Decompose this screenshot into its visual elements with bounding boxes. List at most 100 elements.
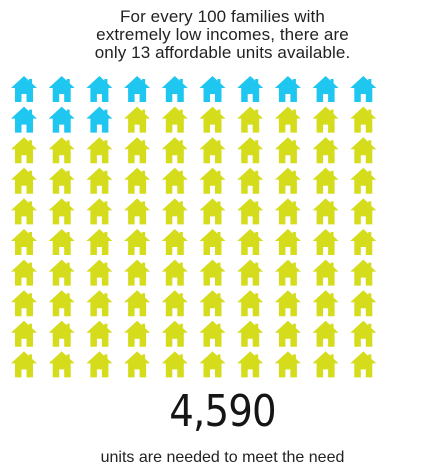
house-icon [161, 290, 188, 317]
house-icon [48, 259, 75, 286]
house-icon [350, 229, 377, 255]
house-pictogram [11, 76, 377, 378]
house-icon [237, 259, 264, 286]
house-icon [48, 290, 75, 317]
house-icon [86, 76, 113, 102]
house-icon [312, 167, 339, 194]
house-icon [350, 198, 377, 225]
house-icon [274, 351, 301, 378]
house-icon [86, 351, 113, 378]
headline-line-2: extremely low incomes, there are [96, 25, 349, 44]
house-icon [312, 320, 339, 347]
house-icon [199, 198, 226, 225]
house-icon [312, 290, 339, 317]
house-icon [274, 320, 301, 347]
headline-line-3: only 13 affordable units available. [94, 43, 351, 62]
house-icon [237, 320, 264, 347]
house-icon [274, 259, 301, 286]
house-icon [312, 198, 339, 225]
house-icon [312, 76, 339, 102]
house-icon [124, 229, 151, 255]
house-icon [312, 106, 339, 133]
house-icon [237, 198, 264, 225]
house-icon [11, 290, 37, 317]
house-icon [161, 320, 188, 347]
house-icon [86, 198, 113, 225]
house-icon [274, 137, 301, 164]
house-icon [124, 198, 151, 225]
house-icon [48, 320, 75, 347]
house-icon [199, 167, 226, 194]
house-icon [274, 229, 301, 255]
house-icon [48, 198, 75, 225]
units-needed-number: 4,590 [169, 386, 276, 437]
house-icon [199, 320, 226, 347]
house-icon [237, 167, 264, 194]
house-icon [124, 259, 151, 286]
house-icon [350, 76, 377, 102]
house-icon [350, 290, 377, 317]
house-icon [11, 198, 37, 225]
house-icon [237, 76, 264, 102]
headline-line-1: For every 100 families with [120, 7, 325, 26]
house-icon [11, 351, 37, 378]
house-icon [199, 229, 226, 255]
house-icon [199, 351, 226, 378]
house-icon [350, 106, 377, 133]
house-icon [161, 198, 188, 225]
house-icon [11, 320, 37, 347]
house-icon [350, 351, 377, 378]
house-icon [312, 351, 339, 378]
house-icon [161, 229, 188, 255]
house-icon [199, 259, 226, 286]
house-icon [124, 137, 151, 164]
house-icon [199, 106, 226, 133]
house-icon [350, 320, 377, 347]
house-icon [48, 106, 75, 133]
house-icon [11, 167, 37, 194]
house-icon [124, 76, 151, 102]
house-icon [86, 320, 113, 347]
house-icon [11, 259, 37, 286]
house-icon [161, 137, 188, 164]
house-icon [48, 76, 75, 102]
house-icon [86, 167, 113, 194]
house-icon [199, 290, 226, 317]
house-icon [161, 351, 188, 378]
house-icon [274, 76, 301, 102]
house-icon [161, 167, 188, 194]
house-icon [86, 290, 113, 317]
house-icon [86, 259, 113, 286]
house-icon [237, 229, 264, 255]
house-icon [11, 229, 37, 255]
house-icon [274, 198, 301, 225]
house-icon [48, 167, 75, 194]
house-icon [312, 137, 339, 164]
house-icon [48, 351, 75, 378]
house-icon [48, 137, 75, 164]
units-needed-caption: units are needed to meet the need [100, 449, 345, 466]
house-icon [48, 229, 75, 255]
house-icon [161, 259, 188, 286]
headline: For every 100 families with extremely lo… [0, 8, 445, 62]
house-icon [350, 259, 377, 286]
house-icon [312, 259, 339, 286]
house-icon [86, 137, 113, 164]
house-icon [161, 106, 188, 133]
house-icon [86, 106, 113, 133]
house-icon [161, 76, 188, 102]
house-icon [274, 106, 301, 133]
house-icon [237, 290, 264, 317]
house-icon [237, 106, 264, 133]
house-icon [11, 137, 37, 164]
house-icon [11, 106, 37, 133]
house-icon [350, 137, 377, 164]
house-icon [237, 137, 264, 164]
house-icon [124, 106, 151, 133]
house-icon [124, 351, 151, 378]
house-icon [124, 167, 151, 194]
house-icon [350, 167, 377, 194]
house-icon [11, 76, 37, 102]
house-icon [312, 229, 339, 255]
house-icon [124, 290, 151, 317]
